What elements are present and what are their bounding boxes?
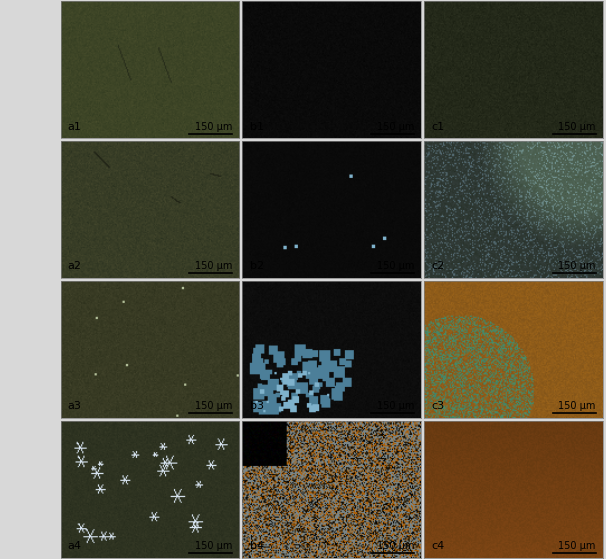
Text: 150 μm: 150 μm: [559, 262, 596, 272]
Text: a4: a4: [68, 541, 82, 551]
Text: 150 μm: 150 μm: [559, 401, 596, 411]
Text: 150 μm: 150 μm: [376, 541, 414, 551]
Text: 150 μm: 150 μm: [195, 401, 232, 411]
Text: a3: a3: [68, 401, 82, 411]
Text: 150 μm: 150 μm: [376, 262, 414, 272]
Text: c1: c1: [431, 122, 445, 131]
Text: 150 μm: 150 μm: [195, 541, 232, 551]
Text: a2: a2: [68, 262, 82, 272]
Text: b1: b1: [250, 122, 264, 131]
Text: b3: b3: [250, 401, 264, 411]
Text: 150 μm: 150 μm: [376, 122, 414, 131]
Text: 150 μm: 150 μm: [559, 122, 596, 131]
Text: 150 μm: 150 μm: [376, 401, 414, 411]
Text: c4: c4: [431, 541, 445, 551]
Text: b2: b2: [250, 262, 264, 272]
Text: a1: a1: [68, 122, 82, 131]
Text: 150 μm: 150 μm: [559, 541, 596, 551]
Text: 150 μm: 150 μm: [195, 122, 232, 131]
Text: b4: b4: [250, 541, 264, 551]
Text: 150 μm: 150 μm: [195, 262, 232, 272]
Text: c3: c3: [431, 401, 445, 411]
Text: c2: c2: [431, 262, 445, 272]
